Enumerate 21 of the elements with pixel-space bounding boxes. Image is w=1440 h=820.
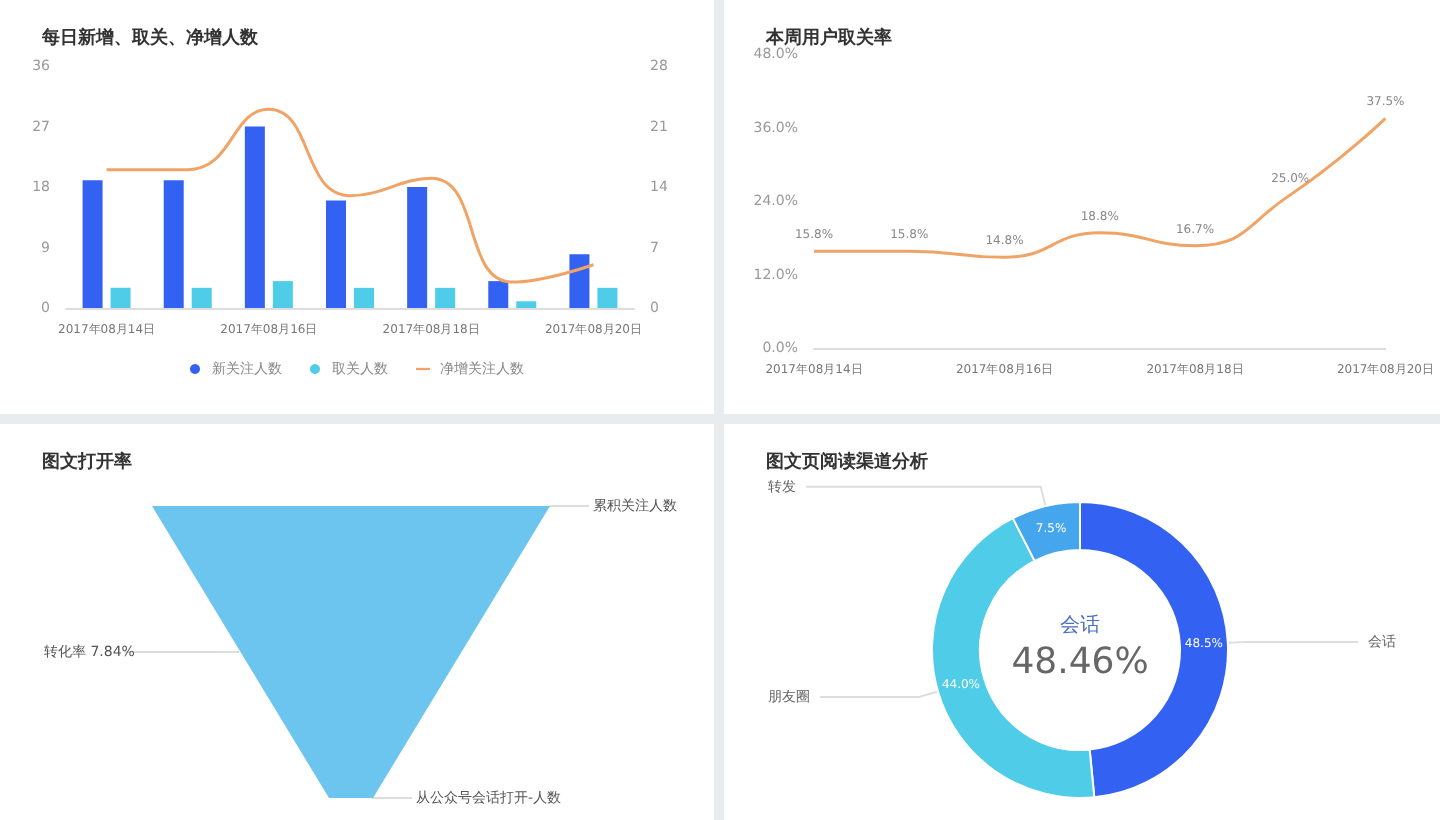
bar bbox=[435, 287, 456, 308]
bar bbox=[110, 287, 131, 308]
chart-title: 图文页阅读渠道分析 bbox=[766, 451, 928, 473]
bar bbox=[569, 254, 590, 308]
bar bbox=[407, 187, 428, 308]
bar bbox=[244, 126, 265, 308]
text: 48.46% bbox=[1011, 641, 1149, 683]
bar bbox=[488, 281, 509, 308]
text: 图文打开率 bbox=[42, 451, 132, 473]
bar bbox=[326, 200, 346, 308]
bar bbox=[597, 287, 618, 308]
bar bbox=[354, 287, 374, 308]
bar bbox=[272, 281, 293, 308]
bar bbox=[516, 301, 537, 308]
chart-title: 每日新增、取关、净增人数 bbox=[40, 27, 260, 49]
bar bbox=[82, 180, 103, 308]
chart-title: 本周用户取关率 bbox=[764, 27, 892, 49]
bar bbox=[191, 287, 212, 308]
bar bbox=[163, 180, 184, 308]
line-series bbox=[105, 107, 595, 284]
text: 会话 bbox=[1060, 613, 1100, 637]
